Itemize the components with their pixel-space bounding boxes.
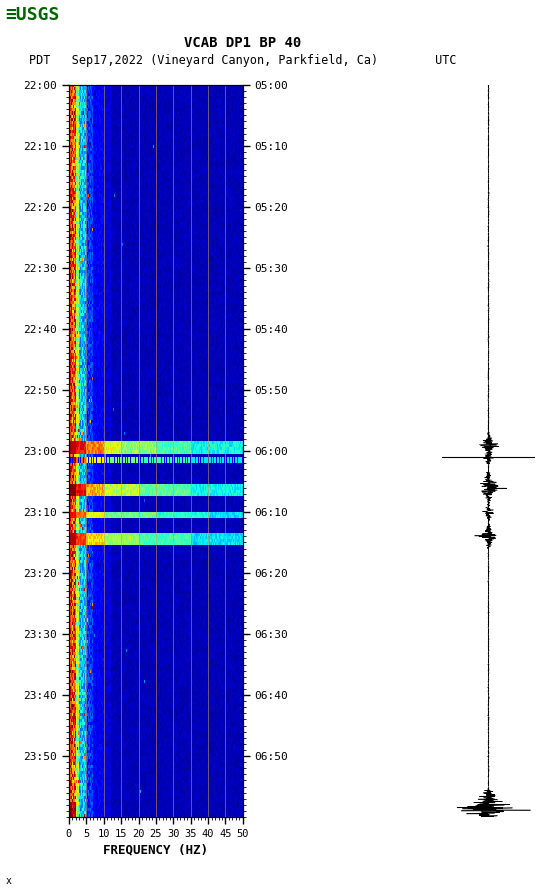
- Text: x: x: [6, 876, 12, 886]
- Text: ≡USGS: ≡USGS: [6, 6, 60, 24]
- X-axis label: FREQUENCY (HZ): FREQUENCY (HZ): [103, 843, 209, 856]
- Text: PDT   Sep17,2022 (Vineyard Canyon, Parkfield, Ca)        UTC: PDT Sep17,2022 (Vineyard Canyon, Parkfie…: [29, 54, 457, 67]
- Text: VCAB DP1 BP 40: VCAB DP1 BP 40: [184, 36, 301, 50]
